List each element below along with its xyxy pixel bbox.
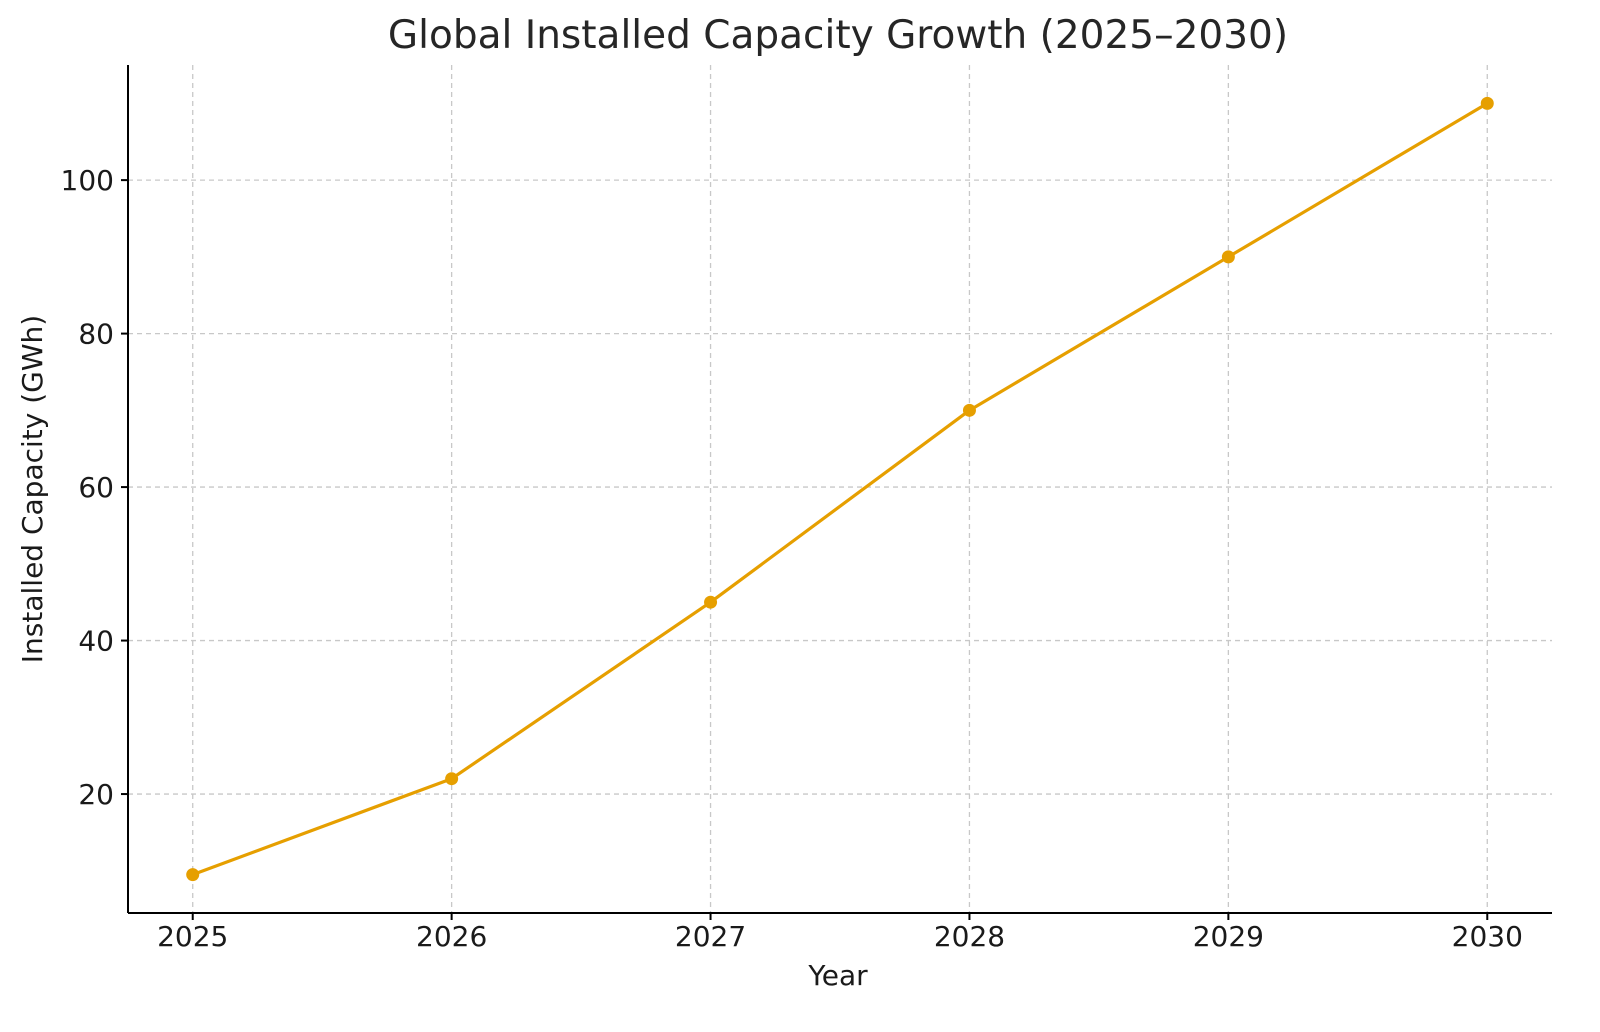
- y-tick-label: 60: [78, 471, 114, 504]
- y-tick-label: 80: [78, 318, 114, 351]
- data-point: [962, 403, 976, 417]
- series-line: [192, 101, 1489, 877]
- data-point: [445, 772, 459, 786]
- x-tick-label: 2030: [1452, 920, 1523, 953]
- x-tick-label: 2025: [157, 920, 228, 953]
- data-point: [186, 868, 200, 882]
- x-tick-label: 2026: [416, 920, 487, 953]
- y-tick-label: 40: [78, 625, 114, 658]
- chart-title: Global Installed Capacity Growth (2025–2…: [388, 13, 1288, 58]
- x-tick-label: 2028: [934, 920, 1005, 953]
- axes: [127, 65, 1552, 914]
- tick-labels: 2025 2026 2027 2028 2029 2030 20 40 60 80 100: [61, 164, 1523, 953]
- y-axis-label: Installed Capacity (GWh): [16, 315, 49, 663]
- x-tick-label: 2029: [1193, 920, 1264, 953]
- data-point: [704, 595, 718, 609]
- grid: [128, 65, 1552, 913]
- y-tick-label: 20: [78, 778, 114, 811]
- x-tick-label: 2027: [675, 920, 746, 953]
- data-point: [1221, 250, 1235, 264]
- x-axis-label: Year: [807, 959, 868, 992]
- y-tick-label: 100: [61, 164, 114, 197]
- series: [186, 96, 1494, 882]
- data-point: [1480, 96, 1494, 110]
